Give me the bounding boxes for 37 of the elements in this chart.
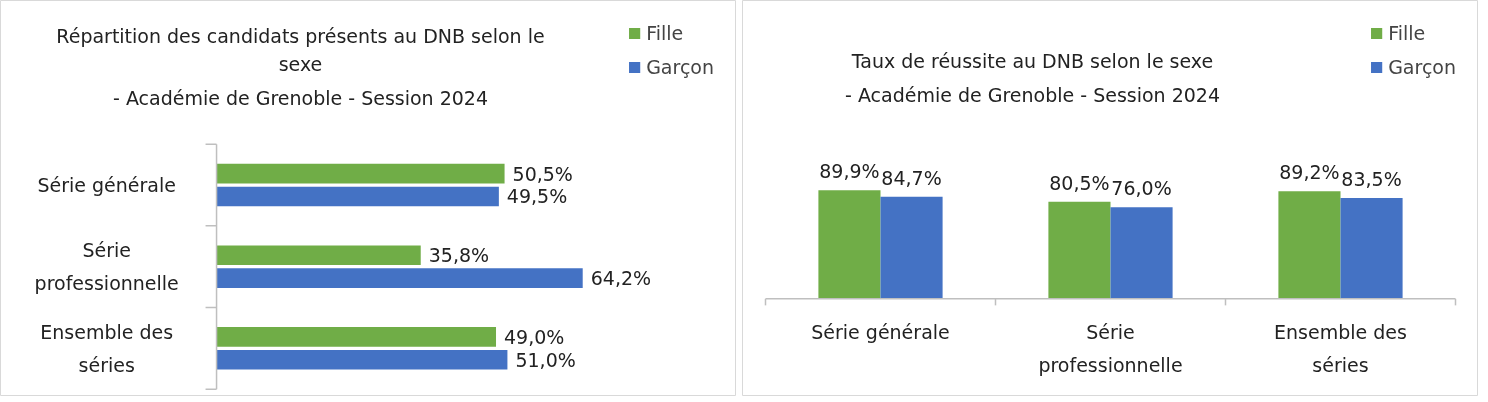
data-label: 76,0% [1111, 177, 1172, 200]
data-label: 35,8% [428, 244, 490, 267]
data-label: 50,5% [512, 162, 573, 185]
data-label: 84,7% [881, 166, 942, 189]
bar [216, 327, 497, 347]
x-tick-label: Série générale [811, 320, 950, 343]
x-tick-label: Ensemble des séries [1274, 320, 1407, 376]
bar [216, 163, 505, 184]
bar [880, 196, 943, 299]
legend-label: Fille [1388, 22, 1426, 44]
data-label: 49,0% [504, 325, 565, 348]
bar [1110, 207, 1173, 299]
bar [818, 190, 881, 299]
data-label: 89,9% [819, 160, 880, 183]
chart-title: Taux de réussite au DNB selon le sexe [850, 49, 1214, 72]
bar [216, 268, 583, 288]
chart-subtitle: - Académie de Grenoble - Session 2024 [844, 83, 1221, 106]
data-label: 64,2% [590, 267, 652, 290]
data-label: 80,5% [1049, 171, 1110, 194]
legend-label: Fille [646, 22, 684, 44]
y-tick-label: Série générale [37, 174, 176, 197]
chart-title: Répartition des candidats présents au DNB selon le sexe [56, 24, 545, 75]
chart-subtitle: - Académie de Grenoble - Session 2024 [112, 86, 489, 109]
bar [216, 245, 421, 266]
bar [1278, 191, 1341, 299]
bar [216, 349, 508, 370]
legend-label: Garçon [1388, 56, 1456, 78]
data-label: 51,0% [515, 348, 576, 371]
data-label: 83,5% [1341, 168, 1402, 191]
bar [216, 186, 499, 207]
bar [1340, 198, 1403, 299]
bar [1048, 201, 1111, 299]
y-tick-label: Série professionnelle [34, 239, 179, 295]
data-label: 49,5% [506, 185, 568, 208]
data-label: 89,2% [1279, 161, 1340, 184]
legend-label: Garçon [646, 56, 714, 78]
x-tick-label: Série professionnelle [1038, 320, 1183, 376]
